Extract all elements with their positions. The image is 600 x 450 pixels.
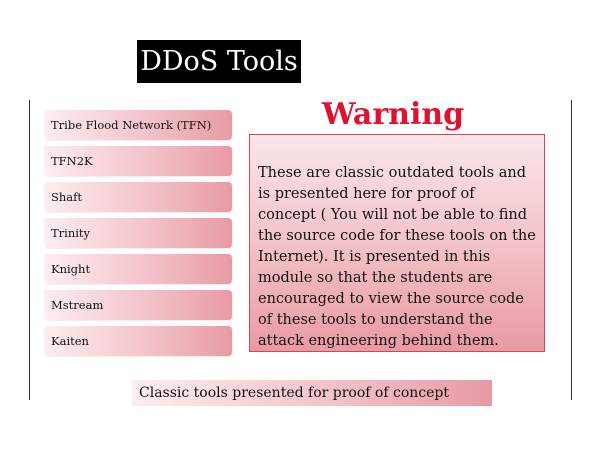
tool-item-mstream: Mstream — [44, 290, 232, 320]
right-divider-line — [571, 100, 572, 400]
tool-item-trinity: Trinity — [44, 218, 232, 248]
warning-heading: Warning — [321, 97, 465, 132]
left-divider-line — [29, 100, 30, 400]
caption-bar: Classic tools presented for proof of con… — [132, 380, 492, 406]
warning-box: These are classic outdated tools and is … — [249, 134, 545, 352]
tool-item-tfn2k: TFN2K — [44, 146, 232, 176]
tool-item-kaiten: Kaiten — [44, 326, 232, 356]
tool-item-tfn: Tribe Flood Network (TFN) — [44, 110, 232, 140]
tool-list: Tribe Flood Network (TFN) TFN2K Shaft Tr… — [44, 110, 232, 362]
warning-text: These are classic outdated tools and is … — [258, 165, 536, 349]
slide-title: DDoS Tools — [137, 40, 301, 83]
tool-item-knight: Knight — [44, 254, 232, 284]
tool-item-shaft: Shaft — [44, 182, 232, 212]
